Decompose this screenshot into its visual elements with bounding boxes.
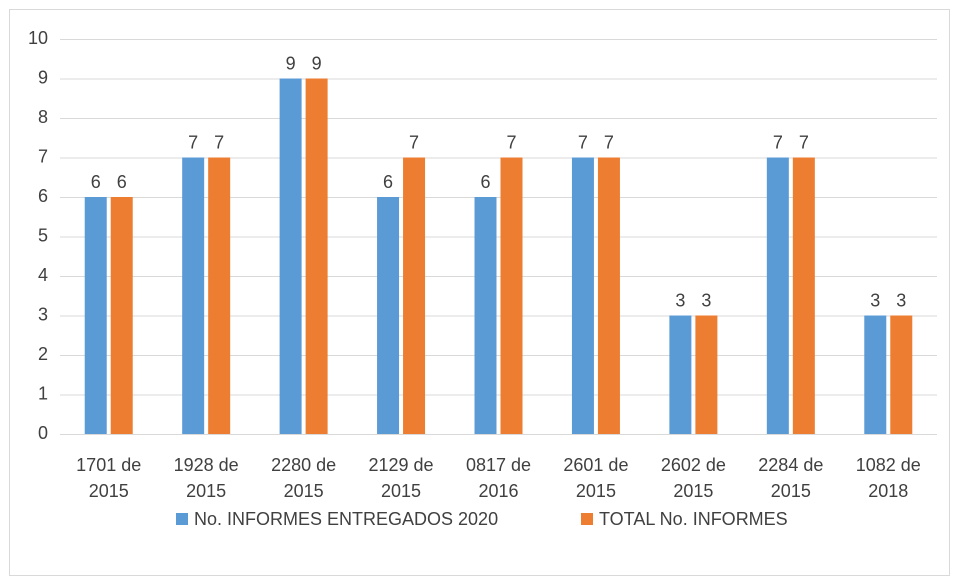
bar [669,315,692,434]
value-label: 3 [701,290,711,310]
y-tick-label: 4 [38,265,48,285]
value-label: 7 [773,132,783,152]
value-label: 6 [91,172,101,192]
bar [890,315,913,434]
bar [695,315,718,434]
x-tick-label: 2280 de 2015 [271,455,337,501]
y-tick-label: 0 [38,423,48,443]
bar [792,157,815,434]
legend-swatch [176,513,188,525]
y-tick-label: 3 [38,304,48,324]
value-label: 7 [409,132,419,152]
bar [474,197,497,434]
y-tick-label: 7 [38,146,48,166]
value-label: 9 [286,53,296,73]
bar [208,157,231,434]
y-tick-label: 5 [38,225,48,245]
x-tick-label: 2284 de 2015 [758,455,824,501]
value-label: 7 [188,132,198,152]
bar [279,78,302,434]
bar [110,197,133,434]
x-tick-label: 0817 de 2016 [465,455,532,501]
y-tick-label: 8 [38,107,48,127]
x-tick-label: 2602 de 2015 [660,455,726,501]
bar [864,315,887,434]
bar [182,157,205,434]
value-label: 6 [480,172,490,192]
x-tick-label: 1928 de 2015 [173,455,239,501]
y-tick-label: 9 [38,67,48,87]
bar [403,157,426,434]
value-label: 6 [117,172,127,192]
y-tick-label: 10 [28,28,48,48]
bar [766,157,789,434]
value-label: 9 [312,53,322,73]
y-tick-label: 1 [38,383,48,403]
x-tick-label: 1082 de 2018 [855,455,921,501]
bar [597,157,620,434]
bar [500,157,523,434]
x-tick-label: 1701 de 2015 [76,455,142,501]
bar [571,157,594,434]
x-tick-label: 2601 de 2015 [563,455,629,501]
legend-label: No. INFORMES ENTREGADOS 2020 [194,509,498,529]
x-tick-label: 2129 de 2015 [368,455,434,501]
y-tick-label: 2 [38,344,48,364]
value-label: 7 [214,132,224,152]
bar [84,197,107,434]
value-label: 3 [896,290,906,310]
value-label: 7 [799,132,809,152]
value-label: 3 [675,290,685,310]
value-label: 7 [578,132,588,152]
legend-label: TOTAL No. INFORMES [599,509,788,529]
value-label: 6 [383,172,393,192]
bar [305,78,328,434]
value-label: 3 [870,290,880,310]
value-label: 7 [506,132,516,152]
bar [377,197,400,434]
y-tick-label: 6 [38,186,48,206]
value-label: 7 [604,132,614,152]
legend-swatch [581,513,593,525]
